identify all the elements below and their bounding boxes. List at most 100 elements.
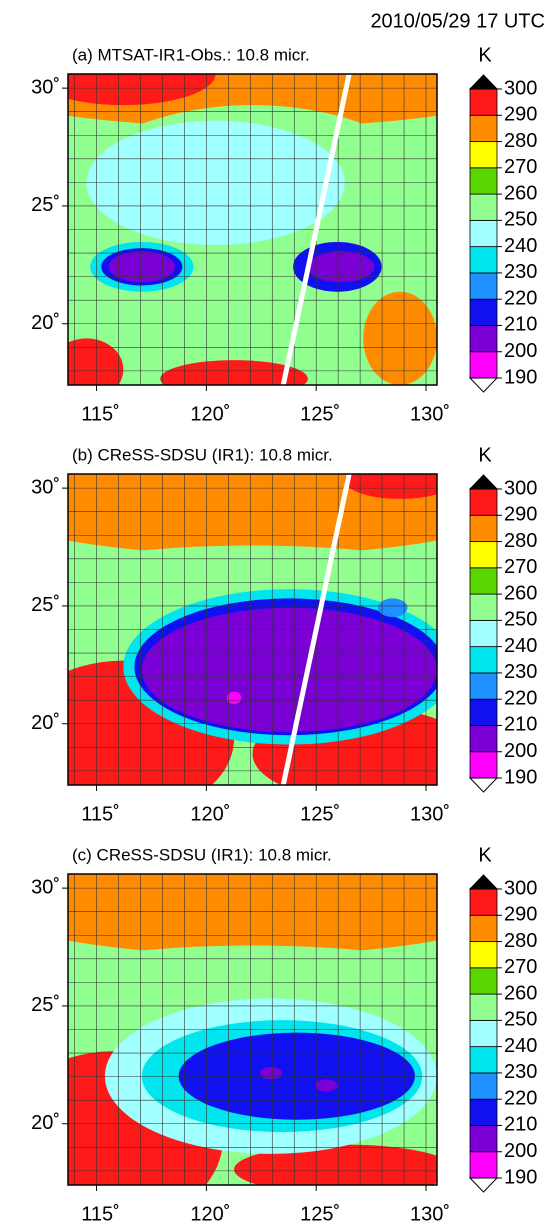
- y-tick-label: 20˚: [31, 1112, 60, 1134]
- field-region: [68, 874, 437, 955]
- colorbar-band: [469, 541, 498, 569]
- colorbar-band: [469, 167, 498, 195]
- field-region: [108, 251, 176, 283]
- colorbar-label: 210: [504, 1114, 537, 1136]
- colorbar-label: 220: [504, 687, 537, 709]
- colorbar-band: [469, 1019, 498, 1048]
- field-region: [68, 338, 124, 385]
- colorbar-label: 210: [504, 714, 537, 736]
- colorbar-band: [469, 593, 498, 621]
- field-region: [68, 945, 437, 1021]
- field-region: [363, 291, 437, 385]
- colorbar-band: [469, 219, 498, 248]
- colorbar-band: [469, 751, 498, 779]
- colorbar-label: 300: [504, 477, 537, 499]
- colorbar-band: [469, 114, 498, 142]
- y-tick-label: 20˚: [31, 312, 60, 334]
- y-tick-label: 20˚: [31, 712, 60, 734]
- colorbar-label: 190: [504, 1166, 537, 1188]
- colorbar-band: [469, 1072, 498, 1100]
- plot-frame: [67, 873, 438, 1186]
- colorbar-band: [469, 246, 498, 274]
- x-tick-label: 125˚: [300, 403, 340, 425]
- satellite-track: [280, 74, 352, 385]
- y-tick-label: 25˚: [31, 194, 60, 216]
- colorbar-label: 240: [504, 235, 537, 257]
- field-region: [160, 360, 308, 385]
- field-region: [234, 1144, 437, 1185]
- x-tick-label: 115˚: [81, 803, 120, 825]
- colorbar-band: [469, 619, 498, 648]
- colorbar-label: 290: [504, 504, 537, 526]
- field-region: [259, 1066, 283, 1080]
- colorbar-under: [468, 1177, 499, 1193]
- colorbar-over: [468, 874, 499, 890]
- colorbar-band: [469, 672, 498, 700]
- x-tick-label: 130˚: [410, 403, 450, 425]
- colorbar-band: [469, 88, 498, 116]
- field-region: [377, 598, 408, 618]
- colorbar-band: [469, 272, 498, 300]
- x-tick-label: 125˚: [300, 803, 340, 825]
- y-tick-label: 30˚: [31, 476, 60, 498]
- colorbar-label: 230: [504, 661, 537, 683]
- colorbar-band: [469, 141, 498, 169]
- colorbar-label: 280: [504, 130, 537, 152]
- field-region: [344, 474, 437, 499]
- x-tick-label: 120˚: [190, 1203, 230, 1225]
- colorbar-label: 240: [504, 635, 537, 657]
- colorbar-label: 270: [504, 956, 537, 978]
- colorbar-unit: K: [478, 844, 492, 866]
- colorbar-band: [469, 725, 498, 753]
- field-region: [226, 691, 242, 705]
- colorbar-label: 200: [504, 340, 537, 362]
- colorbar-label: 290: [504, 904, 537, 926]
- colorbar-unit: K: [478, 44, 492, 66]
- y-tick-label: 25˚: [31, 594, 60, 616]
- x-tick-label: 120˚: [190, 403, 230, 425]
- field-region: [86, 120, 345, 246]
- colorbar-band: [469, 1046, 498, 1074]
- y-tick-label: 25˚: [31, 994, 60, 1016]
- field: [68, 74, 437, 385]
- colorbar-band: [469, 646, 498, 674]
- y-tick-label: 30˚: [31, 76, 60, 98]
- colorbar-label: 190: [504, 366, 537, 388]
- field-region: [315, 1079, 338, 1092]
- x-tick-label: 115˚: [81, 1203, 120, 1225]
- figure-title: 2010/05/29 17 UTC: [370, 10, 545, 32]
- field-region: [178, 1032, 415, 1120]
- x-tick-label: 130˚: [410, 1203, 450, 1225]
- colorbar-under: [468, 777, 499, 793]
- colorbar-label: 190: [504, 766, 537, 788]
- colorbar-label: 290: [504, 104, 537, 126]
- colorbar-over: [468, 474, 499, 490]
- colorbar-band: [469, 698, 498, 726]
- colorbar-band: [469, 488, 498, 516]
- satellite-track: [280, 474, 352, 785]
- colorbar-label: 220: [504, 1087, 537, 1109]
- panel-title: (c) CReSS-SDSU (IR1): 10.8 micr.: [72, 845, 332, 864]
- field-region: [141, 607, 437, 733]
- colorbar-label: 280: [504, 530, 537, 552]
- colorbar-label: 220: [504, 287, 537, 309]
- field-region: [68, 74, 216, 106]
- colorbar-label: 260: [504, 982, 537, 1004]
- colorbar-label: 200: [504, 1140, 537, 1162]
- colorbar-band: [469, 351, 498, 379]
- colorbar-band: [469, 325, 498, 353]
- colorbar-band: [469, 888, 498, 916]
- plot-frame: [67, 473, 438, 786]
- colorbar-band: [469, 993, 498, 1021]
- colorbar-band: [469, 298, 498, 326]
- colorbar-label: 280: [504, 930, 537, 952]
- y-tick-label: 30˚: [31, 876, 60, 898]
- x-tick-label: 115˚: [81, 403, 120, 425]
- x-tick-label: 120˚: [190, 803, 230, 825]
- colorbar-label: 260: [504, 582, 537, 604]
- panel-title: (a) MTSAT-IR1-Obs.: 10.8 micr.: [72, 45, 310, 64]
- colorbar-band: [469, 967, 498, 995]
- colorbar-label: 300: [504, 77, 537, 99]
- colorbar-label: 270: [504, 156, 537, 178]
